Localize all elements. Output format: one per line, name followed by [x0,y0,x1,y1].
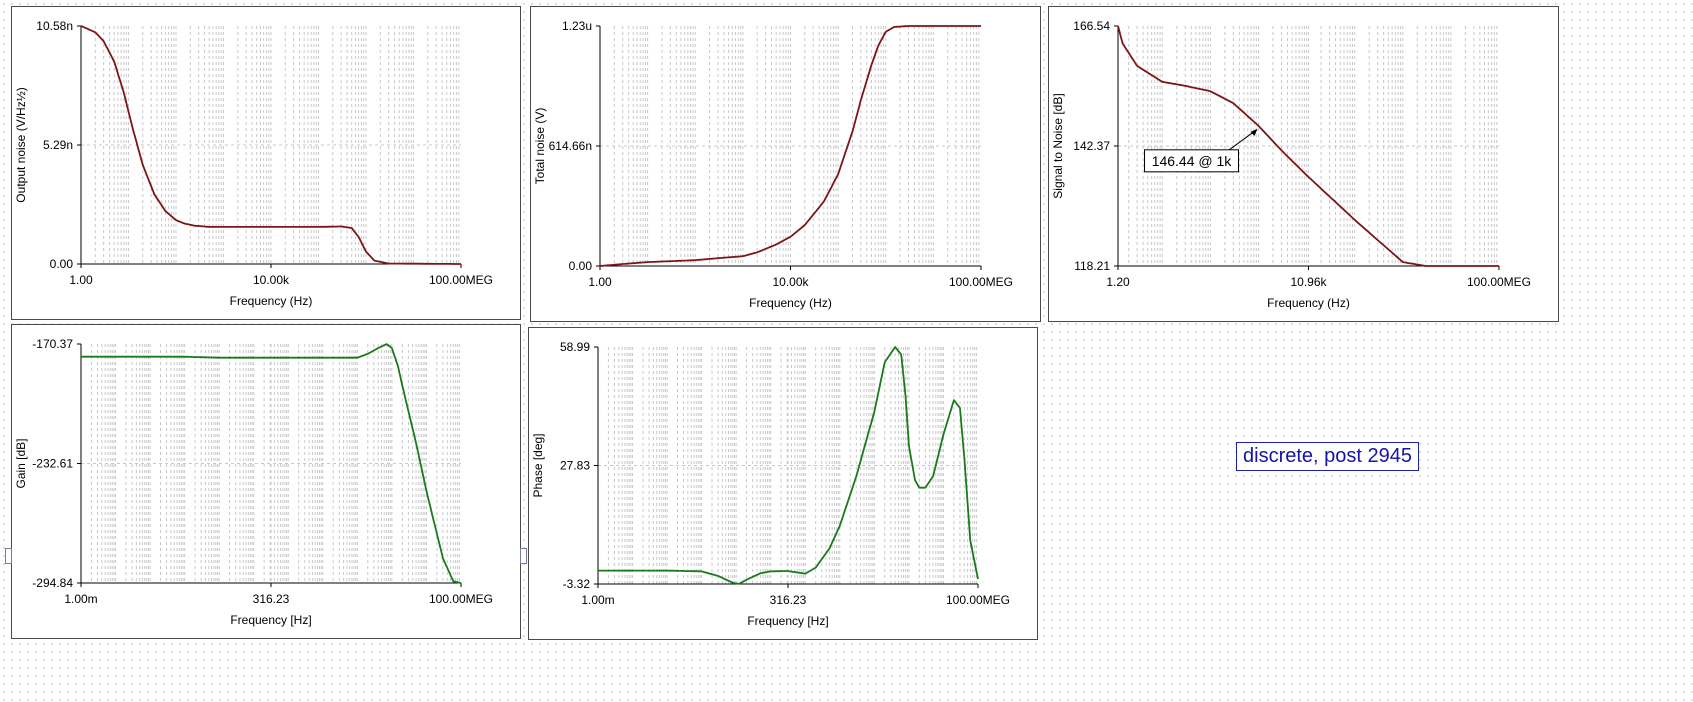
y-tick-label: -294.84 [32,576,73,590]
x-tick-label: 10.00k [253,273,290,287]
y-tick-label: 1.23u [562,19,592,33]
x-tick-label: 10.96k [1290,275,1327,289]
x-axis-label: Frequency [Hz] [230,613,311,627]
chart-panel-gain: -294.84 -232.61 -170.37 1.00m 316.23 100.00ME… [11,324,521,639]
y-tick-label: -232.61 [32,457,73,471]
grid [81,344,461,583]
series-line [80,25,461,265]
x-tick-label: 1.00 [588,275,612,289]
y-axis-label: Signal to Noise [dB] [1051,93,1065,198]
x-tick-label: 100.00MEG [949,275,1013,289]
grid [81,26,461,264]
chart-panel-total-noise: 0.00 614.66n 1.23u 1.00 10.00k 100.00MEG Frequ… [530,6,1041,322]
y-tick-label: 58.99 [560,340,590,354]
grid [1118,26,1499,266]
y-tick-label: -170.37 [32,337,73,351]
annotation-label: 146.44 @ 1k [1152,153,1233,169]
chart-gain: -294.84 -232.61 -170.37 1.00m 316.23 100.00ME… [14,337,493,627]
y-tick-label: 10.58n [36,19,73,33]
grid [598,347,978,584]
x-axis-label: Frequency (Hz) [230,294,313,308]
y-tick-label: 614.66n [549,139,592,153]
y-axis-label: Output noise (V/Hz½) [14,87,28,202]
x-tick-label: 1.20 [1106,275,1130,289]
y-tick-label: 27.83 [560,459,590,473]
selection-handle-left [5,548,12,564]
x-axis-label: Frequency (Hz) [749,296,832,310]
series-line [599,25,981,267]
x-tick-label: 100.00MEG [429,273,493,287]
chart-panel-signal-to-noise: 118.21 142.37 166.54 1.20 10.96k 100.00MEG Fre… [1048,6,1559,322]
x-tick-label: 100.00MEG [429,592,493,606]
x-tick-label: 100.00MEG [946,593,1010,607]
y-tick-label: 166.54 [1073,19,1110,33]
y-axis-label: Gain [dB] [14,438,28,488]
series-line [598,346,979,585]
series-line [81,343,462,584]
x-axis-label: Frequency [Hz] [747,614,828,628]
x-tick-label: 10.00k [772,275,809,289]
y-tick-label: 0.00 [50,257,74,271]
y-axis-label: Total noise (V) [533,108,547,185]
chart-signal-to-noise: 118.21 142.37 166.54 1.20 10.96k 100.00MEG Fre… [1051,19,1531,310]
x-tick-label: 316.23 [253,592,290,606]
grid [600,26,981,266]
y-tick-label: 5.29n [43,138,73,152]
annotation-arrowhead [1250,128,1258,136]
chart-panel-phase: -3.32 27.83 58.99 1.00m 316.23 100.00MEG Frequ… [528,327,1038,640]
y-tick-label: 118.21 [1074,259,1110,273]
selection-handle-middle [520,548,527,564]
x-tick-label: 1.00m [581,593,614,607]
chart-phase: -3.32 27.83 58.99 1.00m 316.23 100.00MEG Frequ… [531,340,1010,628]
y-tick-label: -3.32 [563,577,591,591]
x-tick-label: 316.23 [770,593,807,607]
annotation-box [1143,149,1239,173]
series-line [1117,25,1499,267]
chart-total-noise: 0.00 614.66n 1.23u 1.00 10.00k 100.00MEG Frequ… [533,19,1013,310]
x-axis-label: Frequency (Hz) [1267,296,1350,310]
x-tick-label: 1.00m [64,592,97,606]
chart-panel-output-noise: 0.00 5.29n 10.58n 1.00 10.00k 100.00MEG Freque… [11,6,521,320]
y-tick-label: 142.37 [1073,139,1110,153]
x-tick-label: 100.00MEG [1467,275,1531,289]
y-tick-label: 0.00 [569,259,593,273]
annotation-leader [1226,129,1257,153]
annotation-note: discrete, post 2945 [1236,442,1419,471]
y-axis-label: Phase [deg] [531,433,545,497]
x-tick-label: 1.00 [69,273,93,287]
chart-output-noise: 0.00 5.29n 10.58n 1.00 10.00k 100.00MEG Freque… [14,19,493,308]
